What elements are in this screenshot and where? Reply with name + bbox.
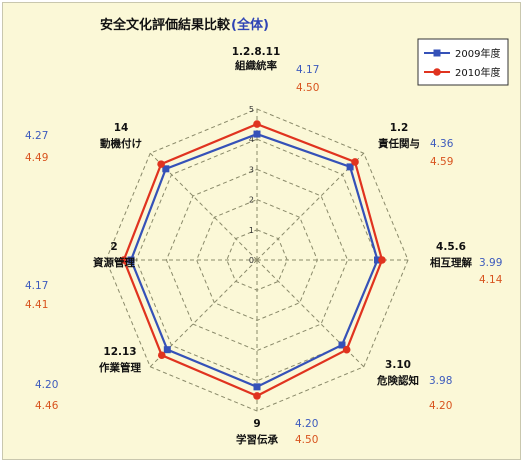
category-code-5: 9 (253, 418, 260, 430)
radial-axis-ticks: 0 1 2 3 4 5 (249, 105, 254, 265)
grid-ring-4 (135, 138, 379, 382)
category-name-3: 相互理解 (430, 256, 472, 269)
series-0-point-5 (253, 383, 261, 391)
series-0-point-3 (373, 256, 381, 264)
series-0-point-4 (338, 341, 346, 349)
series-1-point-1 (253, 120, 261, 128)
series-1-point-3 (378, 256, 386, 264)
chart-title-suffix: (全体) (231, 17, 269, 33)
category-name-2: 責任関与 (378, 137, 420, 150)
grid-ring-3 (165, 168, 349, 352)
category-code-8: 14 (114, 122, 129, 134)
grid-ring-2 (196, 199, 318, 321)
value-2010-7: 4.41 (25, 299, 48, 311)
value-2010-2: 4.59 (430, 156, 453, 168)
legend: 2009年度 2010年度 (417, 38, 509, 86)
series-0-point-8 (162, 165, 170, 173)
category-code-4: 3.10 (385, 359, 411, 371)
tick-label-5: 5 (249, 105, 254, 114)
category-code-6: 12.13 (103, 346, 136, 358)
category-name-1: 組織統率 (235, 59, 277, 72)
value-2010-4: 4.20 (429, 400, 452, 412)
value-2010-3: 4.14 (479, 274, 503, 286)
tick-label-4: 4 (249, 135, 254, 144)
series-1-point-8 (157, 160, 165, 168)
tick-label-0: 0 (249, 256, 254, 265)
value-2010-8: 4.49 (25, 152, 48, 164)
value-2009-5: 4.20 (295, 418, 318, 430)
series-0-point-2 (346, 163, 354, 171)
value-2009-7: 4.17 (25, 280, 48, 292)
series-1-point-4 (342, 345, 351, 354)
radar-series (120, 120, 386, 400)
category-name-8: 動機付け (100, 137, 142, 150)
legend-box (417, 38, 509, 86)
category-name-7: 資源管理 (93, 256, 135, 269)
tick-label-2: 2 (249, 196, 254, 205)
legend-label-2010: 2010年度 (455, 66, 500, 79)
category-code-2: 1.2 (390, 122, 409, 134)
category-code-3: 4.5.6 (436, 241, 466, 253)
value-2009-6: 4.20 (35, 379, 58, 391)
radar-grid (105, 108, 409, 412)
category-name-4: 危険認知 (376, 374, 419, 387)
tick-label-1: 1 (249, 226, 254, 235)
series-1-point-5 (253, 392, 261, 400)
category-name-6: 作業管理 (99, 361, 141, 374)
chart-title: 安全文化評価結果比較 (100, 17, 231, 33)
category-code-7: 2 (110, 241, 117, 253)
series-1-point-2 (351, 158, 359, 166)
legend-label-2009: 2009年度 (455, 47, 500, 60)
value-2009-2: 4.36 (430, 138, 454, 150)
chart-frame: 安全文化評価結果比較 (全体) 0 1 2 3 4 5 1.2.8.11 組織統率 4.17 4… (2, 2, 521, 460)
legend-marker-2010 (433, 68, 441, 76)
legend-marker-2009 (433, 49, 441, 57)
category-name-5: 学習伝承 (236, 433, 278, 446)
value-2010-1: 4.50 (296, 82, 319, 94)
series-0-point-7 (127, 256, 135, 264)
value-2009-3: 3.99 (479, 257, 502, 269)
value-2009-8: 4.27 (25, 130, 48, 142)
series-0-point-1 (253, 130, 261, 138)
series-0-point-6 (163, 346, 171, 354)
value-2010-6: 4.46 (35, 400, 59, 412)
value-2009-4: 3.98 (429, 375, 452, 387)
series-1-point-6 (157, 351, 166, 360)
tick-label-3: 3 (249, 165, 254, 174)
category-code-1: 1.2.8.11 (232, 46, 281, 58)
value-2009-1: 4.17 (296, 64, 319, 76)
series-1-point-7 (120, 256, 128, 264)
value-2010-5: 4.50 (295, 434, 318, 446)
